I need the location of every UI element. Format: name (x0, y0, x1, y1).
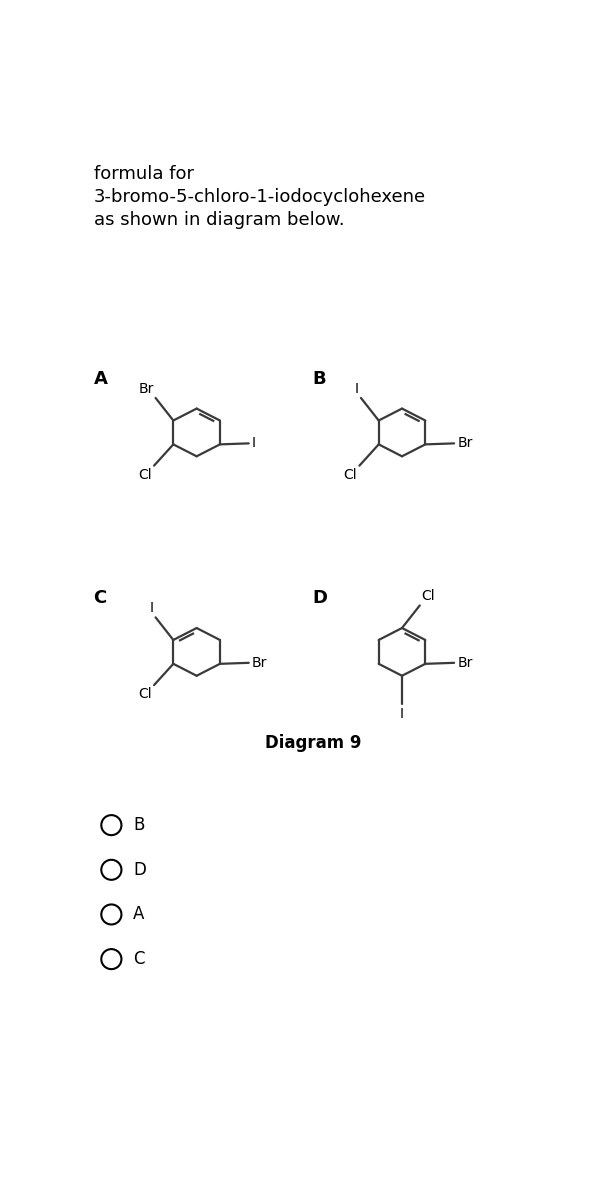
Text: as shown in diagram below.: as shown in diagram below. (94, 211, 344, 229)
Text: D: D (313, 590, 328, 607)
Text: I: I (150, 601, 154, 615)
Text: B: B (133, 816, 144, 834)
Text: Diagram 9: Diagram 9 (266, 734, 362, 752)
Text: Br: Br (138, 381, 154, 395)
Text: A: A (133, 905, 144, 923)
Text: C: C (94, 590, 107, 607)
Text: C: C (133, 950, 144, 968)
Text: Cl: Cl (422, 590, 435, 603)
Text: formula for: formula for (94, 166, 193, 183)
Text: I: I (400, 707, 404, 722)
Text: D: D (133, 861, 146, 879)
Text: Br: Br (252, 656, 267, 669)
Text: Cl: Cl (138, 687, 152, 701)
Text: Cl: Cl (138, 468, 152, 482)
Text: Br: Br (457, 436, 472, 450)
Text: B: B (313, 369, 326, 387)
Text: 3-bromo-5-chloro-1-iodocyclohexene: 3-bromo-5-chloro-1-iodocyclohexene (94, 188, 426, 206)
Text: I: I (355, 381, 359, 395)
Text: I: I (252, 436, 256, 450)
Text: Cl: Cl (344, 468, 357, 482)
Text: A: A (94, 369, 108, 387)
Text: Br: Br (457, 656, 472, 669)
